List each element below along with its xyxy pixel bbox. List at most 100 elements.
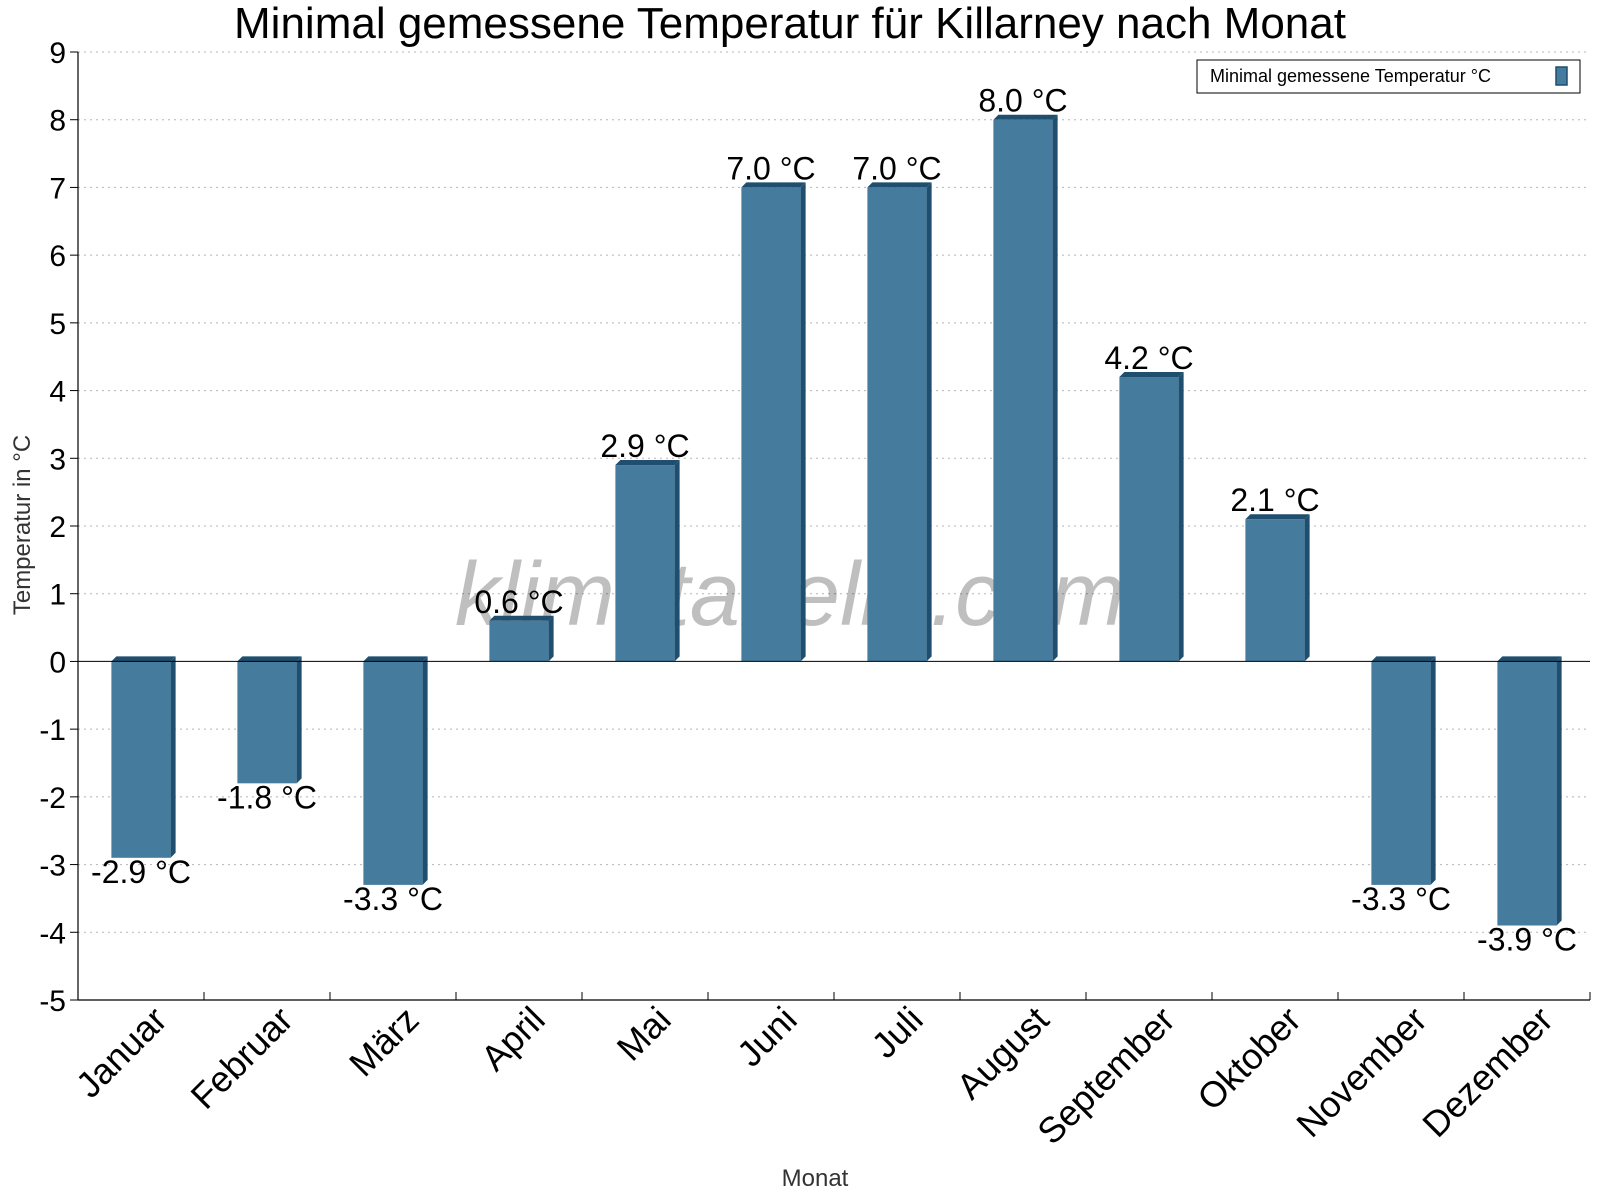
data-label: -2.9 °C [91, 854, 191, 890]
bar-top [489, 615, 554, 621]
bar-top [1371, 656, 1436, 662]
bar [1245, 514, 1310, 662]
x-tick-label: Mai [609, 999, 679, 1069]
bar-side [296, 656, 302, 784]
data-label: 2.9 °C [600, 428, 689, 464]
bar-front [1245, 519, 1305, 662]
y-tick-label: -3 [39, 850, 66, 883]
bar-side [1556, 656, 1562, 926]
y-tick-label: 6 [49, 240, 66, 273]
y-tick-label: -2 [39, 782, 66, 815]
y-axis-label: Temperatur in °C [9, 435, 36, 615]
x-tick-label: Juni [729, 999, 805, 1075]
legend: Minimal gemessene Temperatur °C [1196, 59, 1581, 94]
bar-top [1497, 656, 1562, 662]
bar [615, 460, 680, 662]
gridlines [78, 51, 1590, 1001]
bar-side [1052, 114, 1058, 662]
y-tick-label: -4 [39, 917, 66, 950]
bar [1119, 372, 1184, 662]
bar-top [741, 182, 806, 188]
y-tick-labels: -5 -4 -3 -2 -1 0 1 2 3 4 5 6 7 8 9 [39, 37, 66, 1018]
data-label: -3.3 °C [343, 881, 443, 917]
x-tick-label: Oktober [1189, 999, 1309, 1119]
y-tick-label: -1 [39, 714, 66, 747]
x-tick-label: März [341, 999, 427, 1085]
y-tick-label: 0 [49, 646, 66, 679]
bar [111, 656, 176, 858]
x-tick-label: Januar [68, 999, 175, 1106]
bar-series [111, 114, 1562, 926]
x-tick-label: November [1288, 999, 1434, 1145]
legend-box [1196, 59, 1581, 94]
data-label: 8.0 °C [978, 83, 1067, 119]
bar-top [993, 114, 1058, 120]
bar-top [1119, 372, 1184, 378]
bar [741, 182, 806, 662]
bar-side [1178, 372, 1184, 662]
data-label: -1.8 °C [217, 779, 317, 815]
y-tick-label: 2 [49, 511, 66, 544]
y-tick-label: -5 [39, 985, 66, 1018]
x-tick-labels: Januar Februar März April Mai Juni Juli AugustS… [68, 999, 1561, 1153]
bar-side [1430, 656, 1436, 885]
bar-front [741, 187, 801, 662]
legend-swatch [1555, 66, 1568, 86]
x-tick-label: April [473, 999, 553, 1079]
bar-top [1245, 514, 1310, 520]
y-tick-label: 1 [49, 579, 66, 612]
data-label: 7.0 °C [726, 150, 815, 186]
legend-label: Minimal gemessene Temperatur °C [1210, 66, 1491, 86]
x-axis-label: Monat [782, 1165, 849, 1192]
bar-front [363, 661, 423, 885]
bar-front [615, 465, 675, 662]
x-tick-label: Juli [863, 999, 930, 1066]
bar-side [926, 182, 932, 662]
bar-side [170, 656, 176, 858]
data-label: 4.2 °C [1104, 340, 1193, 376]
bar-top [615, 460, 680, 466]
bar-front [993, 119, 1053, 662]
bar-front [489, 620, 549, 662]
bar-side [800, 182, 806, 662]
data-labels: -2.9 °C -1.8 °C -3.3 °C 0.6 °C 2.9 °C 7.0 °C 7… [91, 83, 1577, 958]
y-tick-label: 8 [49, 105, 66, 138]
bar [237, 656, 302, 784]
x-tick-label: September [1029, 999, 1183, 1153]
bar [993, 114, 1058, 662]
y-tick-label: 9 [49, 37, 66, 70]
bar [1497, 656, 1562, 926]
bar-top [237, 656, 302, 662]
data-label: 0.6 °C [474, 584, 563, 620]
bar-side [674, 460, 680, 662]
x-tick-label: August [948, 999, 1056, 1107]
axes [70, 51, 1591, 1001]
bar [363, 656, 428, 885]
y-tick-label: 4 [49, 376, 66, 409]
bar-front [867, 187, 927, 662]
bar-top [363, 656, 428, 662]
y-tick-label: 3 [49, 443, 66, 476]
x-tick-label: Dezember [1414, 999, 1560, 1145]
bar-front [237, 661, 297, 784]
bar-top [867, 182, 932, 188]
bar [867, 182, 932, 662]
data-label: -3.3 °C [1351, 881, 1451, 917]
bar-front [1497, 661, 1557, 926]
bar [489, 615, 554, 662]
bar-front [1371, 661, 1431, 885]
x-tick-label: Februar [183, 999, 301, 1117]
bar-side [422, 656, 428, 885]
data-label: -3.9 °C [1477, 922, 1577, 958]
bar-front [111, 661, 171, 858]
chart-title: Minimal gemessene Temperatur für Killarn… [234, 0, 1346, 48]
data-label: 2.1 °C [1230, 482, 1319, 518]
data-label: 7.0 °C [852, 150, 941, 186]
bar-front [1119, 377, 1179, 662]
y-tick-label: 5 [49, 308, 66, 341]
bar-side [1304, 514, 1310, 662]
y-tick-label: 7 [49, 172, 66, 205]
bar [1371, 656, 1436, 885]
bar-top [111, 656, 176, 662]
